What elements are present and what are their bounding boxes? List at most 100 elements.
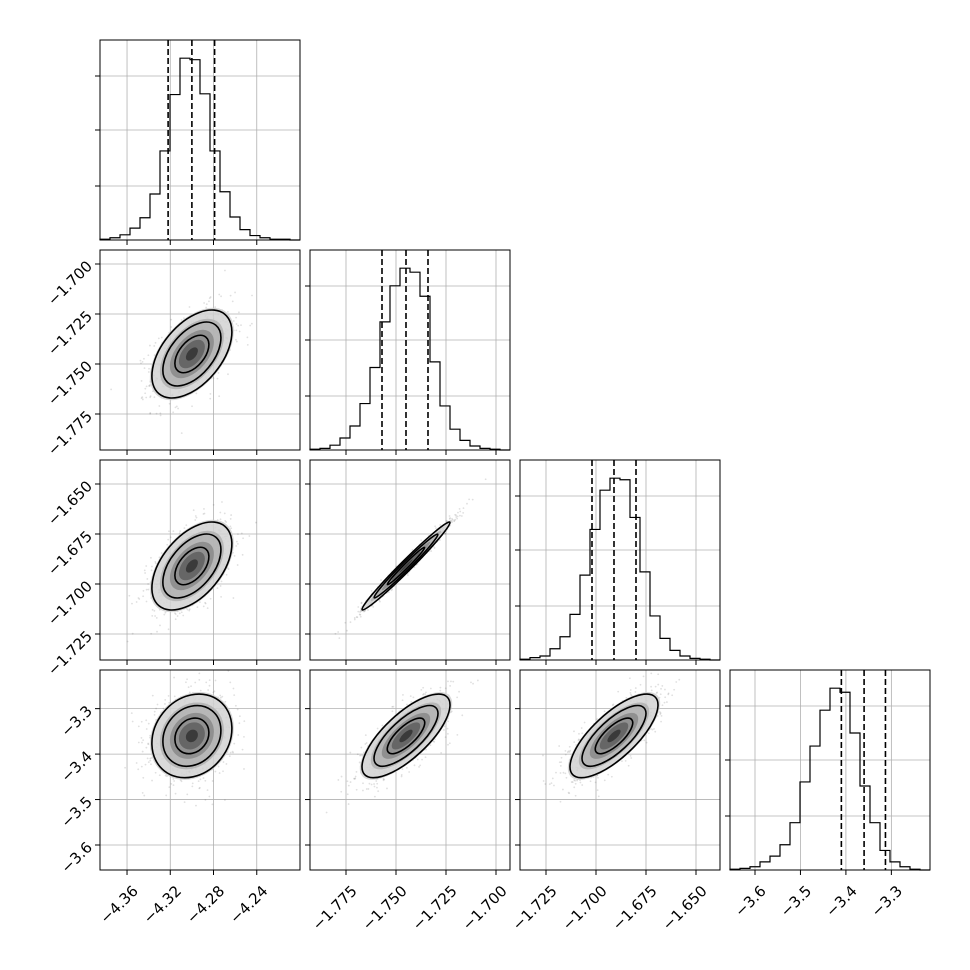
- scatter-point: [411, 549, 414, 551]
- scatter-point: [153, 345, 156, 347]
- panel-2-2: [515, 459, 721, 665]
- scatter-point: [456, 517, 459, 520]
- scatter-point: [148, 385, 151, 387]
- scatter-point: [661, 685, 664, 687]
- scatter-point: [204, 602, 207, 605]
- scatter-point: [360, 754, 363, 757]
- density-layer: [124, 670, 246, 807]
- scatter-point: [455, 514, 458, 517]
- scatter-point: [468, 498, 471, 501]
- scatter-point: [143, 794, 146, 797]
- scatter-point: [140, 362, 142, 365]
- scatter-point: [155, 617, 158, 619]
- scatter-point: [564, 753, 567, 756]
- scatter-point: [358, 613, 361, 616]
- scatter-point: [447, 720, 449, 723]
- scatter-point: [206, 789, 209, 792]
- scatter-point: [594, 781, 597, 784]
- scatter-point: [243, 720, 246, 723]
- scatter-point: [240, 324, 242, 327]
- scatter-point: [145, 588, 148, 591]
- scatter-point: [154, 771, 157, 774]
- scatter-point: [225, 763, 228, 765]
- scatter-point: [182, 614, 185, 617]
- scatter-point: [166, 543, 169, 546]
- scatter-point: [377, 790, 380, 793]
- scatter-point: [449, 517, 451, 519]
- scatter-point: [232, 320, 235, 322]
- scatter-point: [356, 753, 359, 756]
- scatter-point: [340, 775, 343, 778]
- scatter-point: [195, 392, 198, 395]
- panel-frame: [99, 669, 301, 871]
- scatter-point: [214, 306, 217, 309]
- scatter-point: [209, 597, 212, 600]
- scatter-point: [194, 519, 197, 521]
- scatter-point: [237, 734, 240, 736]
- scatter-point: [188, 609, 191, 612]
- scatter-point: [353, 618, 356, 621]
- scatter-point: [141, 398, 144, 401]
- scatter-point: [451, 517, 453, 520]
- scatter-point: [220, 580, 223, 583]
- scatter-point: [387, 591, 390, 594]
- density-layer: [126, 501, 257, 643]
- scatter-point: [154, 562, 157, 565]
- x-tick-label: −4.32: [140, 882, 185, 927]
- scatter-point: [147, 588, 150, 591]
- scatter-point: [231, 300, 234, 303]
- panel-frame: [309, 459, 511, 661]
- scatter-point: [237, 533, 239, 536]
- scatter-point: [140, 737, 143, 739]
- scatter-point: [433, 740, 436, 743]
- scatter-point: [378, 600, 381, 603]
- scatter-point: [373, 795, 376, 798]
- scatter-point: [146, 757, 149, 760]
- scatter-point: [142, 776, 145, 779]
- scatter-point: [346, 780, 349, 783]
- scatter-point: [407, 574, 409, 577]
- panel-2-0: −1.725−1.700−1.675−1.650: [44, 459, 301, 679]
- scatter-point: [149, 411, 152, 414]
- scatter-point: [145, 565, 148, 567]
- scatter-point: [249, 324, 252, 327]
- density-layer: [325, 679, 479, 814]
- scatter-point: [179, 530, 182, 533]
- scatter-point: [449, 685, 452, 687]
- scatter-point: [140, 765, 143, 768]
- scatter-point: [140, 380, 143, 382]
- scatter-point: [222, 770, 224, 773]
- scatter-point: [168, 786, 171, 789]
- scatter-point: [140, 397, 143, 400]
- scatter-point: [444, 736, 447, 739]
- scatter-point: [178, 612, 181, 615]
- scatter-point: [164, 774, 167, 777]
- scatter-point: [213, 690, 216, 693]
- scatter-point: [154, 615, 157, 617]
- scatter-point: [144, 387, 147, 390]
- scatter-point: [589, 780, 592, 783]
- scatter-point: [382, 777, 385, 780]
- scatter-point: [659, 693, 662, 696]
- scatter-point: [241, 553, 244, 556]
- density-shell: [399, 729, 413, 743]
- scatter-point: [148, 384, 150, 387]
- scatter-point: [360, 601, 363, 604]
- scatter-point: [150, 756, 153, 759]
- scatter-point: [198, 678, 201, 681]
- panel-3-2: −1.725−1.700−1.675−1.650: [509, 669, 721, 934]
- scatter-point: [199, 689, 202, 692]
- scatter-point: [447, 743, 449, 746]
- scatter-point: [659, 712, 662, 714]
- scatter-point: [220, 595, 222, 598]
- scatter-point: [365, 742, 368, 744]
- scatter-point: [354, 775, 357, 778]
- scatter-point: [405, 767, 408, 769]
- scatter-point: [172, 411, 175, 414]
- scatter-point: [433, 547, 436, 549]
- scatter-point: [174, 618, 177, 621]
- scatter-point: [164, 698, 167, 701]
- scatter-point: [357, 606, 360, 608]
- scatter-point: [383, 778, 386, 781]
- scatter-point: [391, 705, 394, 708]
